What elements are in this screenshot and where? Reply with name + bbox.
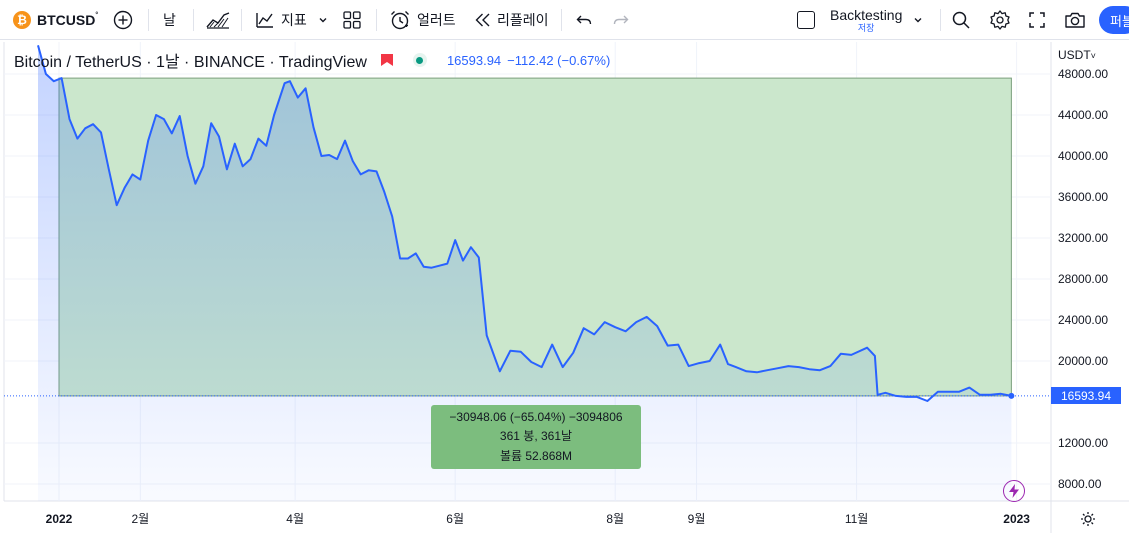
redo-icon (613, 15, 629, 25)
indicators-label: 지표 (281, 12, 307, 28)
measure-change-text: −30948.06 (−65.04%) −3094806 (449, 409, 623, 424)
time-axis-label: 2022 (46, 512, 73, 526)
toolbar-divider (376, 9, 377, 31)
interval-label: 날 (163, 12, 176, 28)
chart-pane[interactable]: 48000.00 44000.00 40000.00 36000.00 32000.00… (0, 41, 1129, 533)
price-axis-label: 24000.00 (1058, 313, 1108, 327)
price-line[interactable] (37, 45, 1012, 402)
alert-button[interactable]: 얼러트 (389, 0, 456, 40)
top-toolbar: ₿ BTCUSD° 날 지표 (0, 0, 1129, 40)
chevron-down-icon (319, 18, 327, 23)
time-axis-label: 2월 (131, 512, 149, 526)
time-axis-label: 9월 (688, 512, 706, 526)
publish-button[interactable]: 퍼블 (1099, 6, 1129, 34)
indicators-dropdown-button[interactable] (317, 0, 329, 40)
legend-change: −112.42 (−0.67%) (507, 52, 611, 68)
alarm-clock-icon (391, 11, 409, 30)
publish-label: 퍼블 (1110, 13, 1129, 29)
replay-button[interactable]: 리플레이 (474, 0, 549, 40)
chevron-down-icon: ˅ (1090, 51, 1096, 61)
symbol-label: BTCUSD° (37, 12, 99, 28)
toolbar-divider (241, 9, 242, 31)
chart-legend: Bitcoin / TetherUS · 1날 · BINANCE · Trad… (14, 49, 611, 72)
measure-volume-text: 볼륨 52.868M (499, 449, 573, 464)
backtesting-layout-name: Backtesting 저장 (830, 8, 902, 33)
time-axis-settings-icon[interactable] (1081, 512, 1095, 526)
time-axis-label: 6월 (446, 512, 464, 526)
price-axis-label: 8000.00 (1058, 477, 1102, 491)
bitcoin-logo-icon: ₿ (13, 11, 31, 29)
legend-price: 16593.94 (446, 52, 502, 68)
price-axis-label: 20000.00 (1058, 354, 1108, 368)
area-chart-icon (206, 12, 230, 29)
price-axis-label: 12000.00 (1058, 436, 1108, 450)
time-axis-label: 4월 (286, 512, 304, 526)
chevron-down-icon[interactable] (912, 14, 924, 26)
toolbar-divider (193, 9, 194, 31)
toolbar-divider (148, 9, 149, 31)
measure-bars-text: 361 봉, 361날 (499, 428, 573, 443)
backtesting-control[interactable]: Backtesting 저장 (797, 0, 924, 40)
symbol-search-button[interactable]: ₿ BTCUSD° (13, 0, 98, 40)
price-axis-label: 48000.00 (1058, 67, 1108, 81)
alert-label: 얼러트 (417, 12, 456, 28)
search-icon (952, 11, 970, 29)
rewind-icon (475, 13, 490, 27)
indicators-icon (256, 13, 273, 28)
current-price-tag: 16593.94 (1051, 387, 1121, 404)
price-axis-label: 32000.00 (1058, 231, 1108, 245)
time-axis-label: 8월 (606, 512, 624, 526)
gear-icon (990, 10, 1010, 30)
redo-button[interactable] (612, 0, 630, 40)
price-axis-label: 40000.00 (1058, 149, 1108, 163)
screenshot-button[interactable] (1064, 0, 1086, 40)
time-axis-label: 11월 (845, 512, 869, 526)
price-axis-label: 36000.00 (1058, 190, 1108, 204)
toolbar-divider (561, 9, 562, 31)
backtesting-checkbox[interactable] (797, 11, 815, 29)
price-chart[interactable]: 48000.00 44000.00 40000.00 36000.00 32000.00… (0, 41, 1129, 533)
legend-title[interactable]: Bitcoin / TetherUS · 1날 · BINANCE · Trad… (14, 54, 367, 71)
currency-selector[interactable]: USDT˅ (1058, 48, 1096, 62)
toolbar-divider (940, 9, 941, 31)
undo-button[interactable] (575, 0, 593, 40)
replay-label: 리플레이 (497, 12, 549, 28)
save-status-label: 저장 (857, 22, 875, 33)
price-axis-label: 28000.00 (1058, 272, 1108, 286)
grid-layout-icon (343, 11, 361, 29)
fullscreen-button[interactable] (1028, 0, 1046, 40)
settings-button[interactable] (989, 0, 1011, 40)
flag-icon[interactable] (380, 54, 393, 66)
interval-button[interactable]: 날 (163, 0, 176, 40)
layout-button[interactable] (342, 0, 362, 40)
lightning-icon (1009, 484, 1019, 498)
plus-circle-icon (113, 10, 133, 30)
price-axis-label: 44000.00 (1058, 108, 1108, 122)
price-area-fill (38, 45, 1012, 502)
fullscreen-icon (1029, 12, 1045, 28)
lightning-button[interactable] (1003, 480, 1025, 502)
search-button[interactable] (951, 0, 971, 40)
time-axis-label: 2023 (1003, 512, 1030, 526)
last-price-point (1008, 392, 1015, 399)
chart-style-button[interactable] (206, 0, 230, 40)
backtesting-label: Backtesting (830, 6, 903, 23)
measure-tooltip: −30948.06 (−65.04%) −3094806 361 봉, 361날… (431, 405, 641, 469)
indicators-button[interactable]: 지표 (255, 0, 307, 40)
current-price-label: 16593.94 (1060, 388, 1112, 403)
compare-symbol-button[interactable] (113, 0, 133, 40)
undo-icon (576, 15, 592, 25)
currency-label: USDT (1058, 48, 1091, 62)
camera-icon (1065, 12, 1085, 28)
market-open-status-icon (412, 53, 427, 67)
